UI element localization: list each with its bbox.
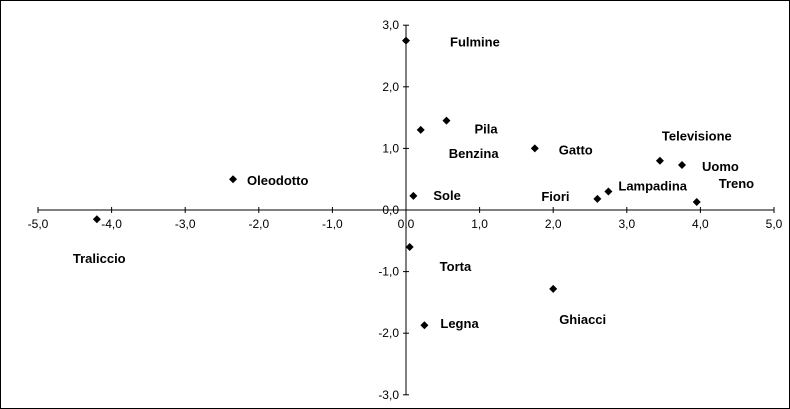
data-point xyxy=(229,175,238,184)
data-label: Oleodotto xyxy=(247,173,308,188)
y-tick-label: 1,0 xyxy=(382,141,399,155)
data-label: Televisione xyxy=(662,129,732,144)
data-label: Legna xyxy=(440,316,479,331)
data-point xyxy=(92,215,101,224)
data-point xyxy=(530,144,539,153)
data-point xyxy=(420,321,429,330)
data-point xyxy=(678,161,686,170)
y-tick-label: -1,0 xyxy=(378,265,399,279)
data-point xyxy=(549,284,558,293)
data-point xyxy=(416,125,425,134)
x-tick-label: -5,0 xyxy=(28,217,49,231)
y-tick-label: -3,0 xyxy=(378,388,399,402)
y-tick-label: 3,0 xyxy=(382,18,399,32)
y-tick-label: -2,0 xyxy=(378,326,399,340)
data-label: Lampadina xyxy=(618,179,687,194)
data-label: Uomo xyxy=(702,159,739,174)
x-tick-label: -1,0 xyxy=(322,217,343,231)
data-point xyxy=(655,156,664,165)
data-label: Pila xyxy=(474,122,498,137)
x-tick-label: 3,0 xyxy=(618,217,635,231)
data-point xyxy=(692,197,701,206)
data-point xyxy=(405,242,414,251)
data-point xyxy=(604,187,613,196)
data-point xyxy=(402,36,410,45)
x-tick-label: 1,0 xyxy=(471,217,488,231)
data-point xyxy=(409,191,418,200)
ticks: -5,0 -4,0 -3,0 -2,0 -1,0 0,0 1,0 2,0 3,0 4,0 5,0 3,… xyxy=(28,18,783,402)
x-tick-label: -2,0 xyxy=(248,217,269,231)
x-tick-label: -3,0 xyxy=(175,217,196,231)
x-tick-label: 2,0 xyxy=(545,217,562,231)
data-label: Traliccio xyxy=(73,251,126,266)
x-tick-label: 4,0 xyxy=(692,217,709,231)
data-label: Fulmine xyxy=(450,35,500,50)
data-point xyxy=(442,116,451,125)
x-tick-label: 0,0 xyxy=(398,217,415,231)
y-tick-label: 2,0 xyxy=(382,80,399,94)
data-labels: Fulmine Pila Benzina Gatto Televisione Uomo Ol… xyxy=(73,35,754,332)
data-label: Treno xyxy=(719,176,754,191)
data-label: Torta xyxy=(440,259,472,274)
y-tick-label: 0,0 xyxy=(382,203,399,217)
data-label: Fiori xyxy=(541,189,569,204)
data-point xyxy=(593,194,602,203)
data-label: Ghiacci xyxy=(559,312,606,327)
data-label: Sole xyxy=(433,188,460,203)
x-tick-label: 5,0 xyxy=(766,217,783,231)
data-points xyxy=(92,36,701,330)
x-tick-label: -4,0 xyxy=(101,217,122,231)
data-label: Benzina xyxy=(449,146,500,161)
data-label: Gatto xyxy=(559,142,593,157)
